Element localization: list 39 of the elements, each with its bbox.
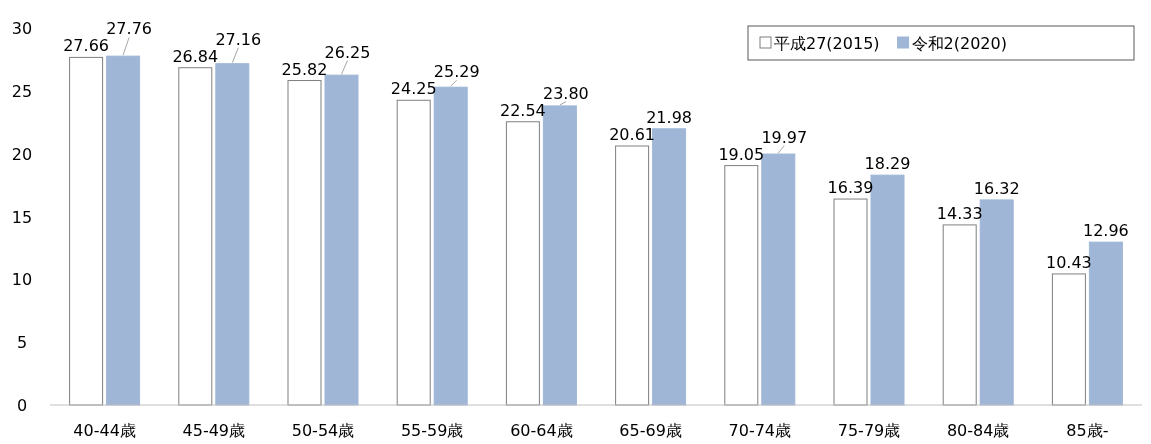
- y-tick-label: 25: [11, 81, 33, 101]
- x-tick-label: 60-64歳: [510, 421, 573, 440]
- data-label: 27.76: [106, 19, 153, 39]
- x-tick-label: 75-79歳: [837, 421, 901, 440]
- x-tick-label: 40-44歳: [73, 421, 136, 440]
- data-label: 26.25: [324, 42, 371, 62]
- data-label: 21.98: [646, 107, 693, 127]
- x-tick-label: 80-84歳: [946, 421, 1010, 440]
- data-label: 16.32: [973, 178, 1020, 198]
- x-tick-label: 70-74歳: [728, 421, 792, 440]
- x-tick-label: 55-59歳: [400, 421, 464, 440]
- data-label: 10.43: [1045, 252, 1092, 272]
- y-tick-label: 5: [16, 333, 28, 353]
- y-tick-label: 10: [11, 270, 33, 290]
- data-label: 19.05: [718, 144, 765, 164]
- data-label: 27.16: [215, 29, 262, 49]
- data-label: 18.29: [864, 154, 911, 174]
- data-label: 16.39: [827, 178, 874, 198]
- legend-label: 平成27(2015): [774, 34, 880, 53]
- legend-label: 令和2(2020): [911, 34, 1007, 53]
- x-tick-label: 85歳-: [1066, 421, 1109, 440]
- data-label: 26.84: [172, 46, 219, 66]
- x-tick-label: 50-54歳: [291, 421, 355, 440]
- data-label: 22.54: [499, 100, 546, 120]
- data-label: 20.61: [609, 125, 656, 144]
- x-tick-label: 65-69歳: [619, 421, 682, 440]
- data-label: 25.29: [433, 62, 480, 82]
- data-label: 12.96: [1082, 221, 1129, 241]
- data-label: 14.33: [936, 203, 983, 223]
- y-tick-label: 30: [11, 19, 33, 38]
- y-tick-label: 0: [16, 396, 28, 415]
- data-label: 25.82: [281, 59, 328, 79]
- data-label: 19.97: [761, 127, 808, 147]
- data-label: 23.80: [542, 83, 589, 103]
- y-tick-label: 15: [11, 207, 33, 227]
- x-tick-label: 45-49歳: [182, 421, 246, 440]
- data-label: 24.25: [390, 79, 437, 99]
- y-tick-label: 20: [11, 144, 33, 164]
- data-label: 27.66: [63, 36, 110, 56]
